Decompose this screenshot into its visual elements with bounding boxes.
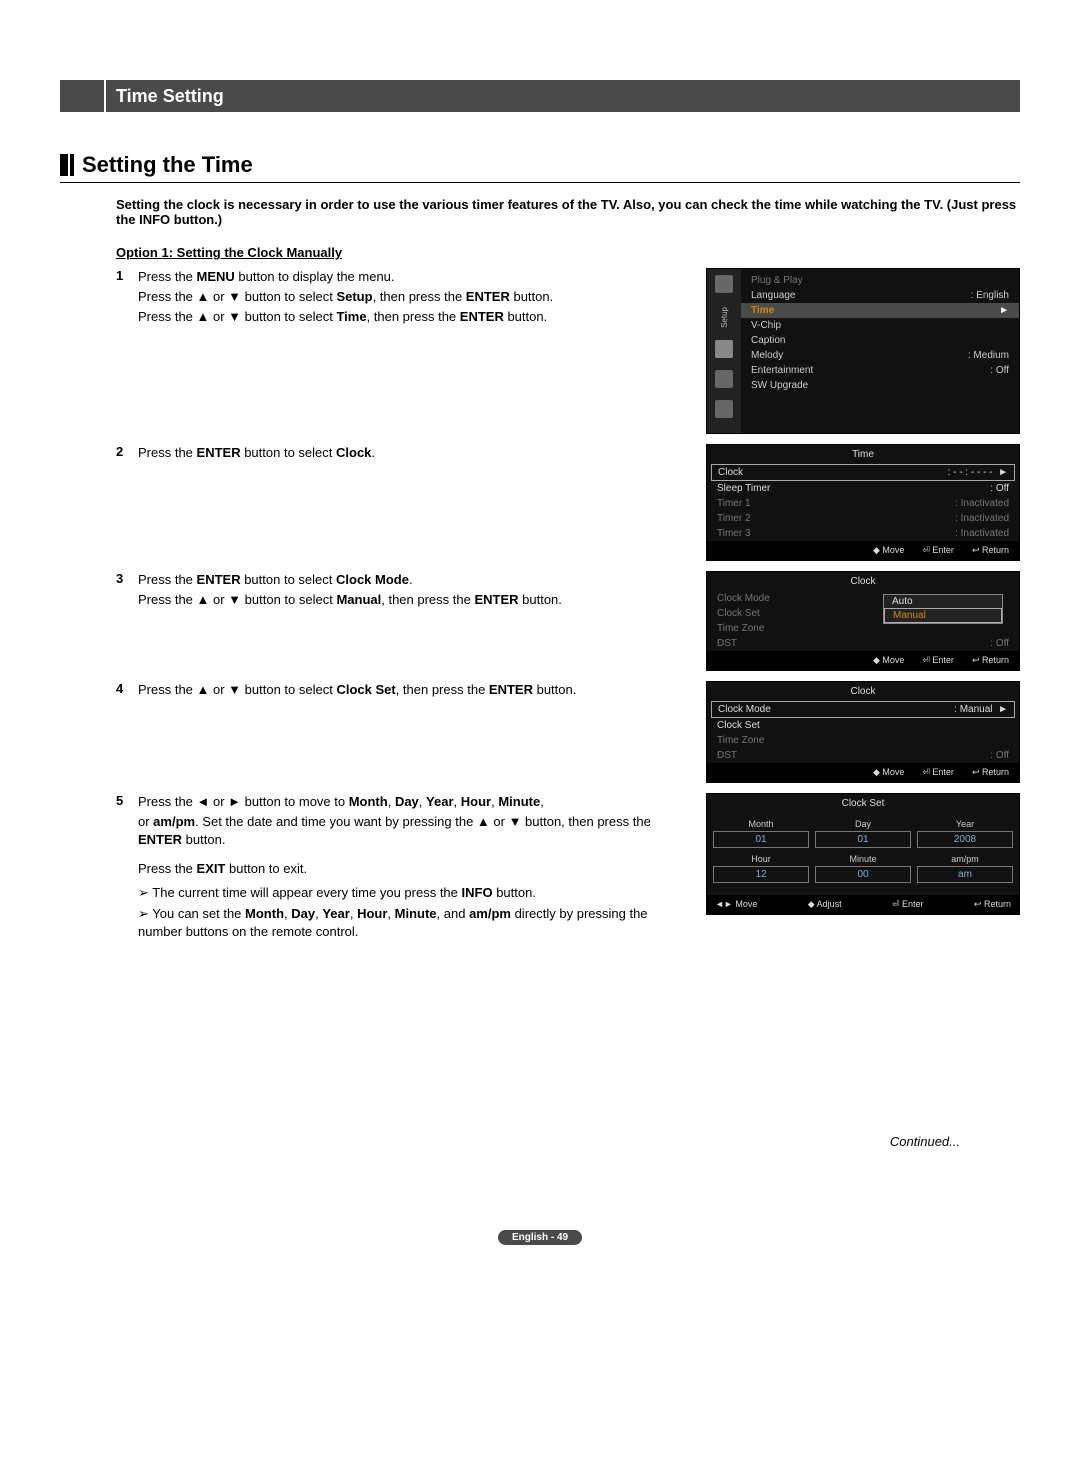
- page-footer: English - 49: [60, 1229, 1020, 1245]
- osd-row-selected: Time►: [741, 303, 1019, 318]
- step-body: Press the ENTER button to select Clock.: [138, 444, 692, 464]
- gear-icon: [715, 340, 733, 358]
- grid-cell: Day01: [815, 819, 911, 848]
- step2: 2 Press the ENTER button to select Clock…: [116, 444, 692, 464]
- osd-row: Language: English: [741, 288, 1019, 303]
- osd-title: Clock: [707, 572, 1019, 591]
- screen-icon: [715, 400, 733, 418]
- grid-cell: Month01: [713, 819, 809, 848]
- grid-cell: Hour12: [713, 854, 809, 883]
- step2-row: 2 Press the ENTER button to select Clock…: [116, 444, 1020, 571]
- chapter-bar: Time Setting: [60, 80, 1020, 112]
- page-number-badge: English - 49: [498, 1230, 582, 1245]
- step1: 1 Press the MENU button to display the m…: [116, 268, 692, 329]
- osd-footer: ◆ Move⏎ Enter↩ Return: [707, 541, 1019, 560]
- step-body: Press the ▲ or ▼ button to select Clock …: [138, 681, 692, 701]
- chapter-title: Time Setting: [106, 86, 224, 107]
- osd-row: Timer 2: Inactivated: [707, 511, 1019, 526]
- osd-footer: ◄► Move◆ Adjust⏎ Enter↩ Return: [707, 895, 1019, 914]
- section-title: Setting the Time: [82, 152, 253, 178]
- osd-row: Melody: Medium: [741, 348, 1019, 363]
- step-number: 1: [116, 268, 138, 329]
- osd-footer: ◆ Move⏎ Enter↩ Return: [707, 763, 1019, 782]
- osd-row-selected: Clock: - - : - - - - ►: [711, 464, 1015, 481]
- grid-cell: Minute00: [815, 854, 911, 883]
- grid-row: Month01 Day01 Year2008: [713, 819, 1013, 848]
- chapter-stub: [60, 80, 106, 112]
- osd-setup: Setup Plug & Play Language: English Time…: [706, 268, 1020, 434]
- popup-option-selected: Manual: [884, 608, 1002, 623]
- step4: 4 Press the ▲ or ▼ button to select Cloc…: [116, 681, 692, 701]
- step-body: Press the MENU button to display the men…: [138, 268, 692, 329]
- wrench-icon: [715, 275, 733, 293]
- grid-cell: am/pmam: [917, 854, 1013, 883]
- osd-row: Sleep Timer: Off: [707, 481, 1019, 496]
- osd-sidebar: Setup: [707, 269, 741, 433]
- grid-row: Hour12 Minute00 am/pmam: [713, 854, 1013, 883]
- step-body: Press the ENTER button to select Clock M…: [138, 571, 692, 611]
- intro-text: Setting the clock is necessary in order …: [116, 197, 1020, 227]
- osd-clock-mode: Clock Clock Mode Clock Set Time Zone DST…: [706, 571, 1020, 671]
- cc-icon: [715, 370, 733, 388]
- osd-row: DST: Off: [707, 636, 1019, 651]
- popup-option: Auto: [884, 595, 1002, 608]
- header-bar-thick: [60, 154, 68, 176]
- osd-clock-menu: Clock Clock Mode: Manual ► Clock Set Tim…: [706, 681, 1020, 783]
- step1-row: 1 Press the MENU button to display the m…: [116, 268, 1020, 444]
- step-body: Press the ◄ or ► button to move to Month…: [138, 793, 692, 944]
- osd-row: Entertainment: Off: [741, 363, 1019, 378]
- step-number: 2: [116, 444, 138, 464]
- osd-row: V-Chip: [741, 318, 1019, 333]
- continued-label: Continued...: [60, 1134, 960, 1149]
- osd-title: Clock: [707, 682, 1019, 701]
- step5: 5 Press the ◄ or ► button to move to Mon…: [116, 793, 692, 944]
- step-number: 3: [116, 571, 138, 611]
- osd-row-selected: Clock Mode: Manual ►: [711, 701, 1015, 718]
- osd-title: Clock Set: [707, 794, 1019, 813]
- step5-row: 5 Press the ◄ or ► button to move to Mon…: [116, 793, 1020, 954]
- osd-row: Timer 3: Inactivated: [707, 526, 1019, 541]
- osd-clock-set: Clock Set Month01 Day01 Year2008 Hour12 …: [706, 793, 1020, 915]
- notes: ➢ The current time will appear every tim…: [138, 884, 692, 943]
- osd-setup-main: Plug & Play Language: English Time► V-Ch…: [741, 269, 1019, 433]
- header-bar-thin: [70, 154, 74, 176]
- osd-row: Timer 1: Inactivated: [707, 496, 1019, 511]
- osd-title: Time: [707, 445, 1019, 464]
- step-number: 4: [116, 681, 138, 701]
- osd-row: Time Zone: [707, 733, 1019, 748]
- osd-popup: Auto Manual: [883, 594, 1003, 624]
- osd-time-menu: Time Clock: - - : - - - - ► Sleep Timer:…: [706, 444, 1020, 561]
- osd-footer: ◆ Move⏎ Enter↩ Return: [707, 651, 1019, 670]
- osd-row: DST: Off: [707, 748, 1019, 763]
- step3-row: 3 Press the ENTER button to select Clock…: [116, 571, 1020, 681]
- step-number: 5: [116, 793, 138, 944]
- osd-row: SW Upgrade: [741, 378, 1019, 393]
- setup-label: Setup: [720, 307, 729, 328]
- osd-row: Plug & Play: [741, 273, 1019, 288]
- osd-row: Clock Set: [707, 718, 1019, 733]
- grid-cell: Year2008: [917, 819, 1013, 848]
- clock-set-grid: Month01 Day01 Year2008 Hour12 Minute00 a…: [707, 813, 1019, 895]
- step3: 3 Press the ENTER button to select Clock…: [116, 571, 692, 611]
- option1-title: Option 1: Setting the Clock Manually: [116, 245, 1020, 260]
- step4-row: 4 Press the ▲ or ▼ button to select Cloc…: [116, 681, 1020, 793]
- section-header: Setting the Time: [60, 152, 1020, 183]
- osd-row: Caption: [741, 333, 1019, 348]
